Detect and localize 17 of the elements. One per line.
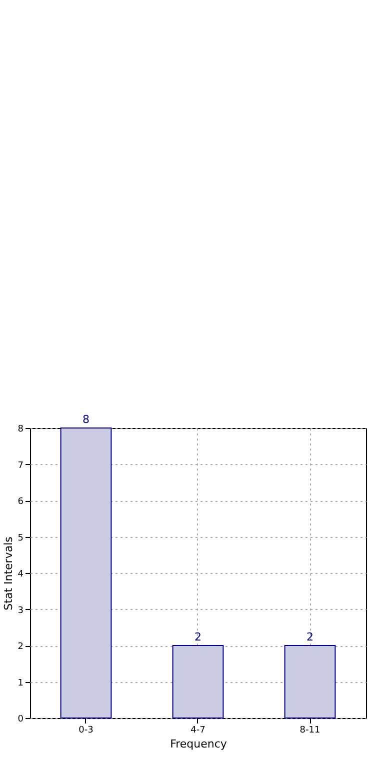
x-tick-label: 0-3 xyxy=(78,726,94,736)
data-label: 8 xyxy=(82,413,90,426)
y-tick-label: 7 xyxy=(18,460,24,471)
y-tick-label: 6 xyxy=(18,497,24,507)
y-tick-label: 4 xyxy=(18,570,24,580)
y-tick-label: 1 xyxy=(18,678,24,688)
y-tick-label: 8 xyxy=(18,424,24,434)
y-tick-label: 2 xyxy=(18,642,24,652)
y-tick-label: 3 xyxy=(18,606,24,616)
x-tick-label: 8-11 xyxy=(300,726,320,736)
data-label: 2 xyxy=(194,630,202,644)
x-axis-title: Frequency xyxy=(170,738,228,750)
x-tick-label: 4-7 xyxy=(190,726,206,736)
y-tick-label: 0 xyxy=(18,714,24,724)
y-tick-label: 5 xyxy=(18,533,24,544)
y-axis-title: Stat Intervals xyxy=(2,536,15,610)
data-label: 2 xyxy=(306,630,314,644)
